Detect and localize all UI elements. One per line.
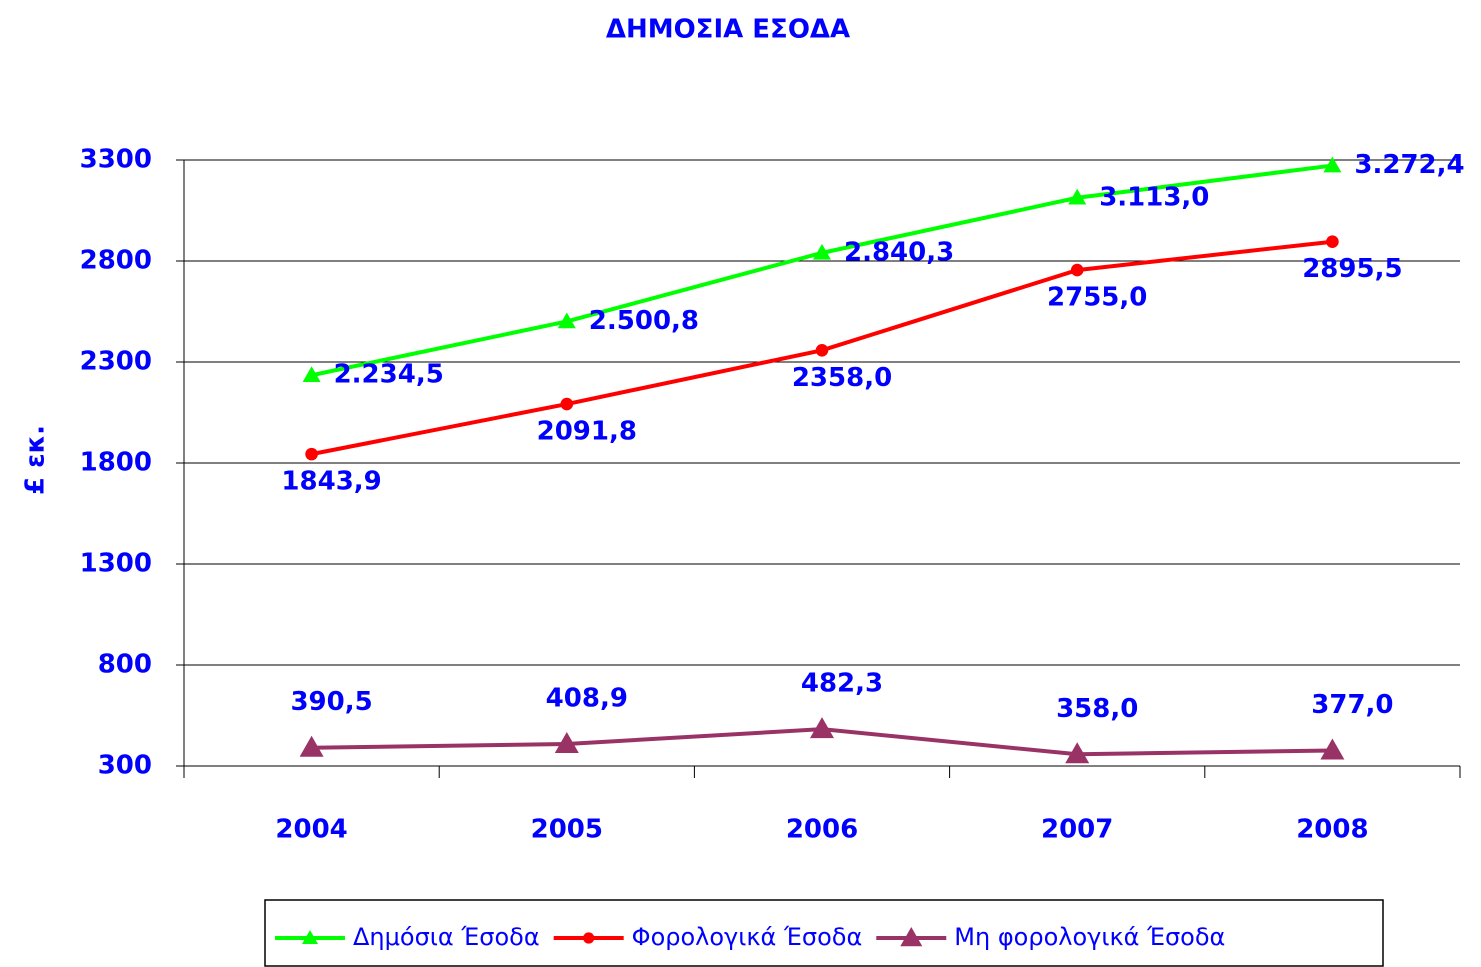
point — [557, 312, 576, 329]
point — [299, 735, 324, 757]
point — [583, 932, 595, 944]
point — [1068, 188, 1087, 205]
point — [305, 447, 318, 461]
point — [1065, 742, 1090, 764]
data-label: 3.113,0 — [1099, 182, 1209, 212]
y-tick-label: 2800 — [80, 246, 152, 276]
x-tick-label: 2008 — [1296, 815, 1368, 845]
point — [302, 930, 318, 944]
x-tick-label: 2006 — [786, 815, 858, 845]
data-label: 390,5 — [290, 687, 372, 717]
legend-label: Μη φορολογικά Έσοδα — [954, 923, 1225, 951]
point — [1320, 738, 1345, 760]
y-tick-label: 3300 — [80, 145, 152, 175]
point — [813, 243, 831, 260]
point — [810, 717, 834, 739]
legend-label: Φορολογικά Έσοδα — [632, 923, 863, 951]
point — [1323, 156, 1342, 173]
data-label: 2.500,8 — [589, 306, 699, 336]
data-label: 377,0 — [1311, 690, 1393, 720]
point — [815, 343, 829, 357]
point — [560, 397, 574, 411]
data-label: 2.234,5 — [334, 360, 444, 390]
point — [302, 366, 321, 382]
y-tick-label: 2300 — [80, 347, 152, 377]
data-label: 2755,0 — [1047, 283, 1147, 313]
data-label: 2.840,3 — [844, 237, 954, 267]
data-label: 358,0 — [1056, 694, 1138, 724]
y-tick-label: 800 — [98, 650, 152, 680]
point — [1326, 235, 1339, 249]
y-tick-label: 1300 — [80, 549, 152, 579]
y-axis-label: £ εκ. — [21, 425, 51, 495]
data-label: 3.272,4 — [1354, 150, 1464, 180]
x-tick-label: 2004 — [275, 815, 347, 845]
point — [900, 927, 923, 947]
data-label: 2895,5 — [1302, 254, 1402, 284]
legend-label: Δημόσια Έσοδα — [353, 923, 540, 951]
data-label: 408,9 — [546, 684, 628, 714]
chart-title: ΔΗΜΟΣΙΑ ΕΣΟΔΑ — [606, 15, 850, 45]
data-label: 2091,8 — [537, 417, 637, 447]
point — [1070, 263, 1084, 277]
x-tick-label: 2005 — [531, 815, 603, 845]
legend-box — [264, 899, 1384, 967]
x-tick-label: 2007 — [1041, 815, 1113, 845]
point — [554, 732, 579, 754]
data-label: 482,3 — [801, 669, 883, 699]
y-tick-label: 1800 — [80, 448, 152, 478]
data-label: 2358,0 — [792, 363, 892, 393]
y-tick-label: 300 — [98, 751, 152, 781]
data-label: 1843,9 — [281, 467, 381, 497]
